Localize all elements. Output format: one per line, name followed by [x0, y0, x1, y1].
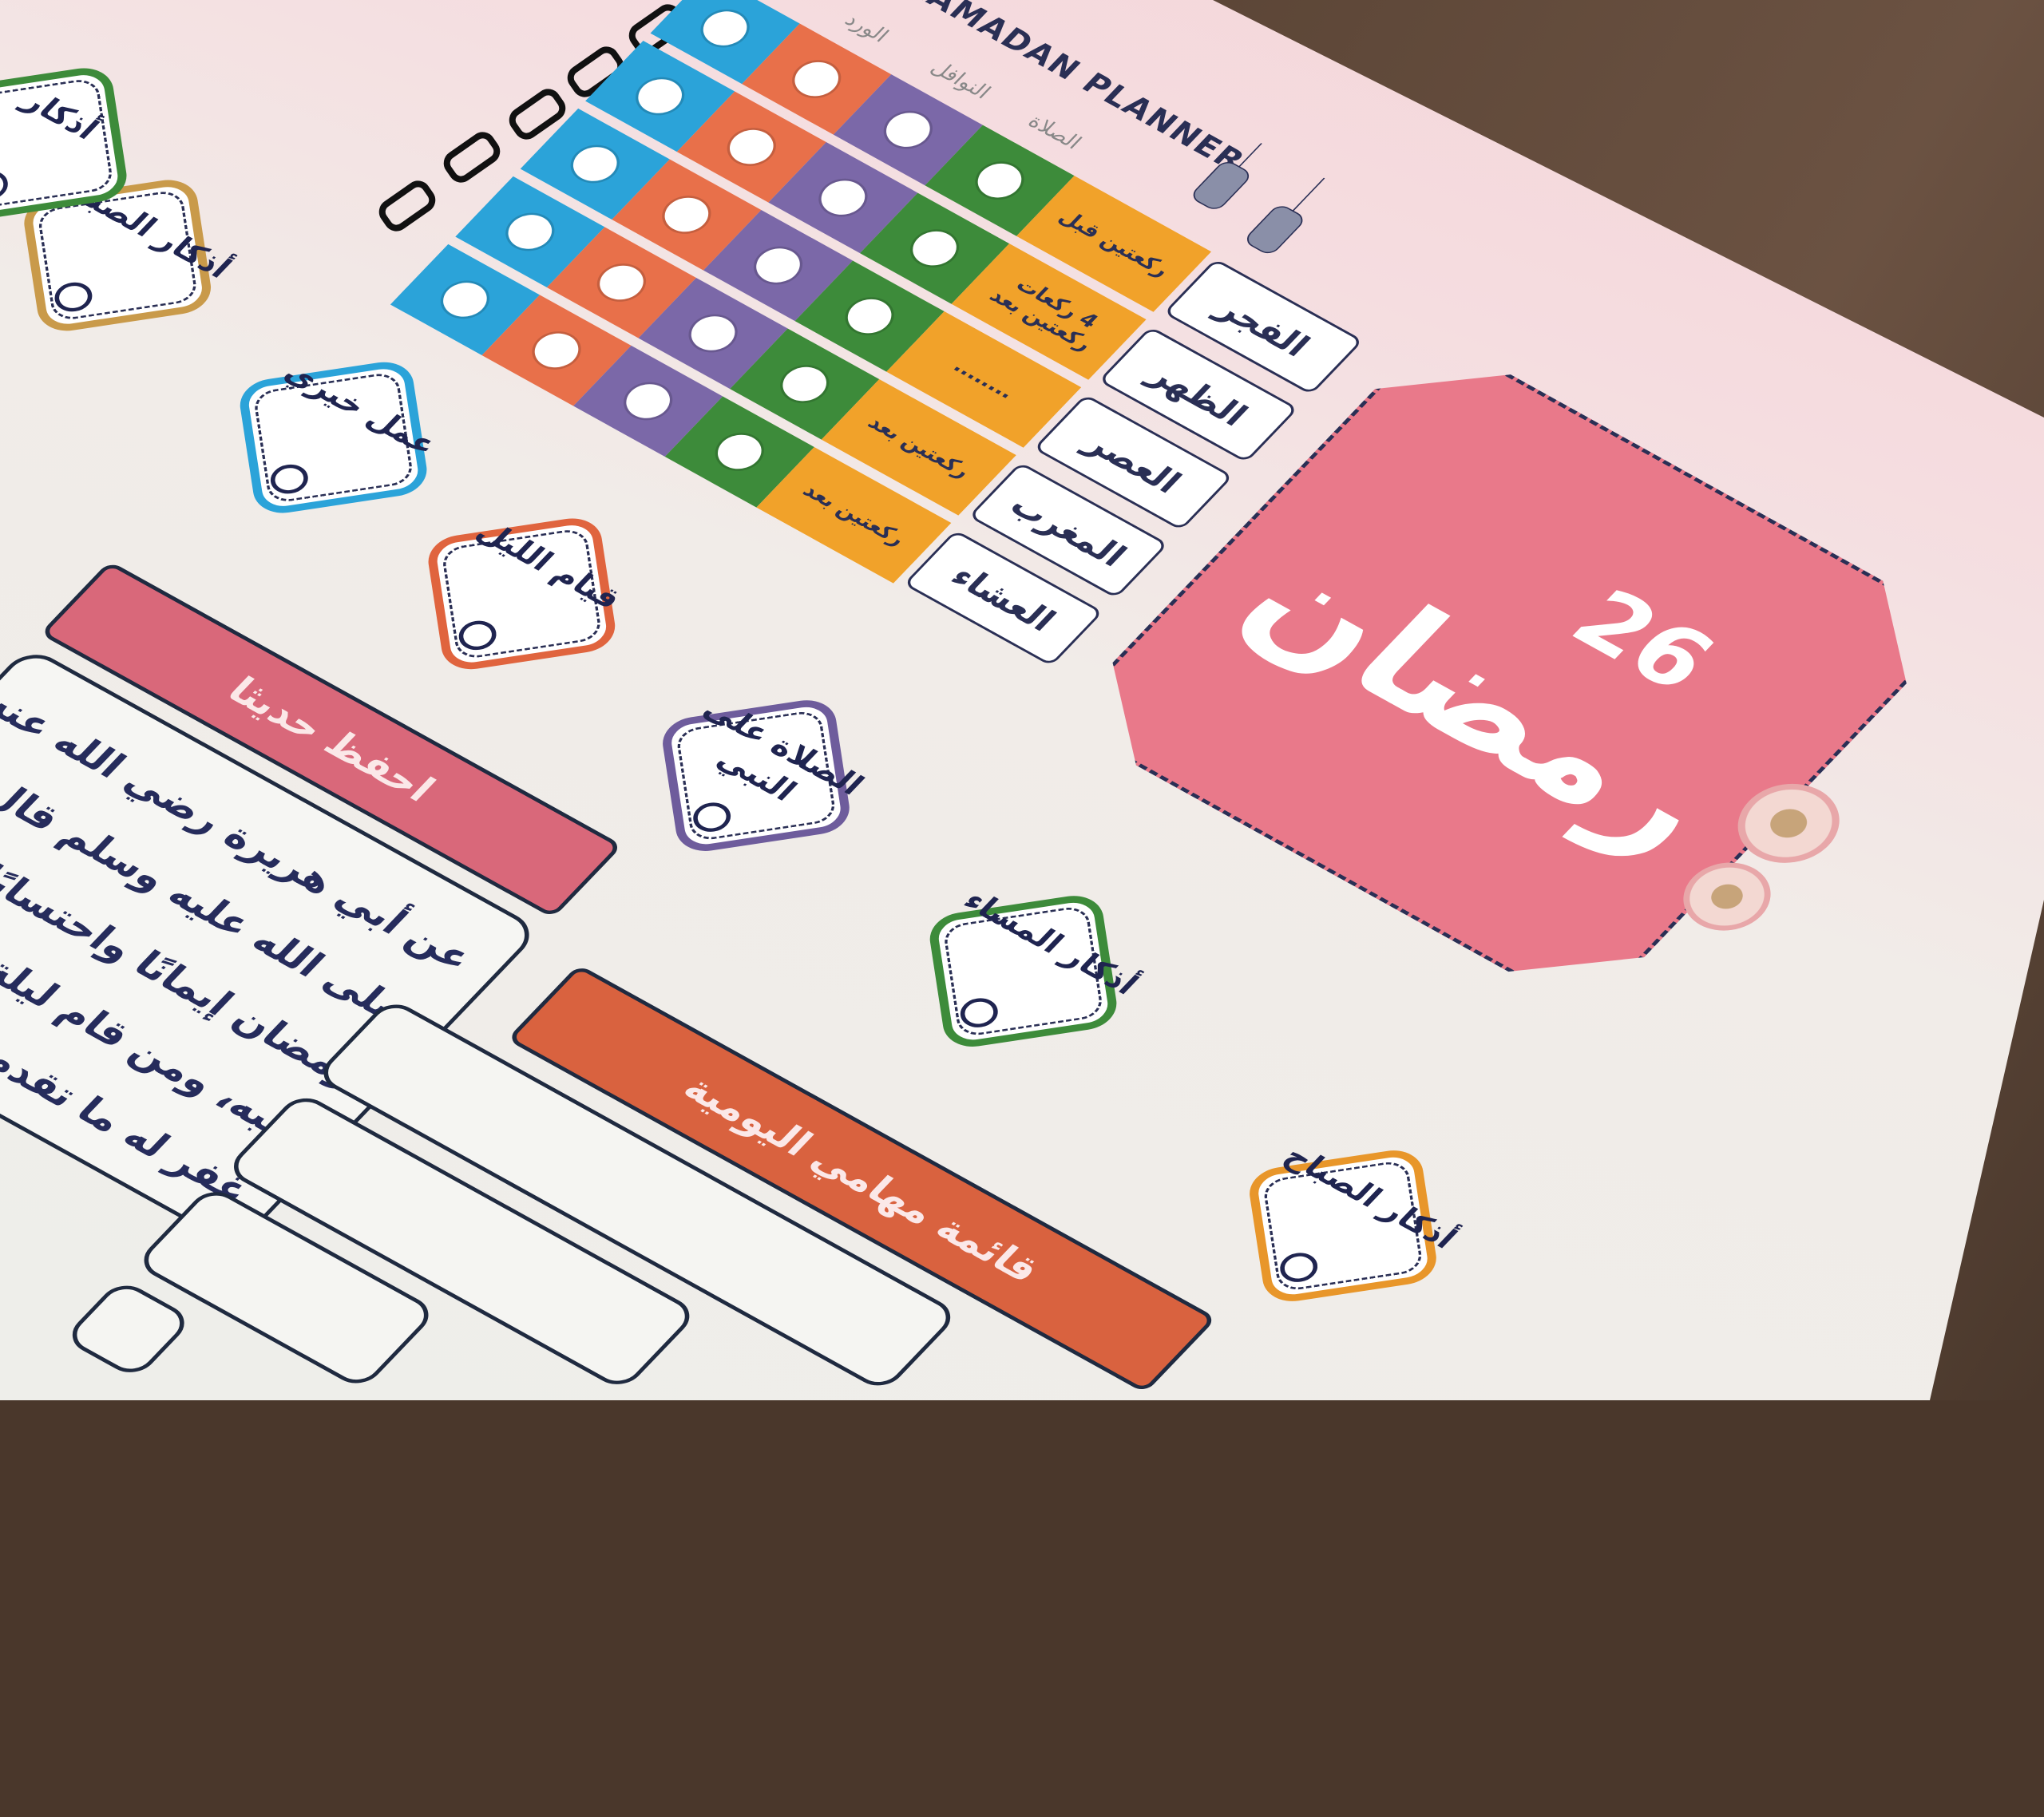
lantern-icon	[1193, 143, 1325, 254]
checkbox-circle[interactable]	[786, 55, 848, 103]
checkbox-circle[interactable]	[682, 309, 744, 358]
month-name: رمضان	[1211, 521, 1756, 880]
checkbox-circle[interactable]	[591, 259, 652, 307]
checkbox-circle[interactable]	[499, 208, 561, 255]
photo-scene: RAMADAN PLANNER الصلاة النوافل الورد ركع…	[0, 0, 2044, 1400]
checkbox-circle[interactable]	[525, 327, 588, 374]
checkbox-circle[interactable]	[617, 377, 679, 425]
checkbox-circle[interactable]	[747, 242, 809, 290]
checkbox-circle[interactable]	[838, 292, 901, 340]
checkbox-circle[interactable]	[969, 156, 1031, 204]
checkbox-circle[interactable]	[720, 123, 782, 171]
checkbox-circle[interactable]	[708, 428, 770, 476]
checkbox-circle[interactable]	[656, 191, 718, 239]
checkbox-circle[interactable]	[877, 106, 939, 154]
checkbox-circle[interactable]	[694, 5, 756, 53]
checkbox-circle[interactable]	[629, 73, 691, 121]
checkbox-circle[interactable]	[434, 275, 496, 323]
checkbox-circle[interactable]	[904, 224, 965, 272]
checkbox-circle[interactable]	[812, 174, 874, 222]
checkbox-circle[interactable]	[774, 360, 836, 408]
checkbox-circle[interactable]	[564, 140, 626, 188]
